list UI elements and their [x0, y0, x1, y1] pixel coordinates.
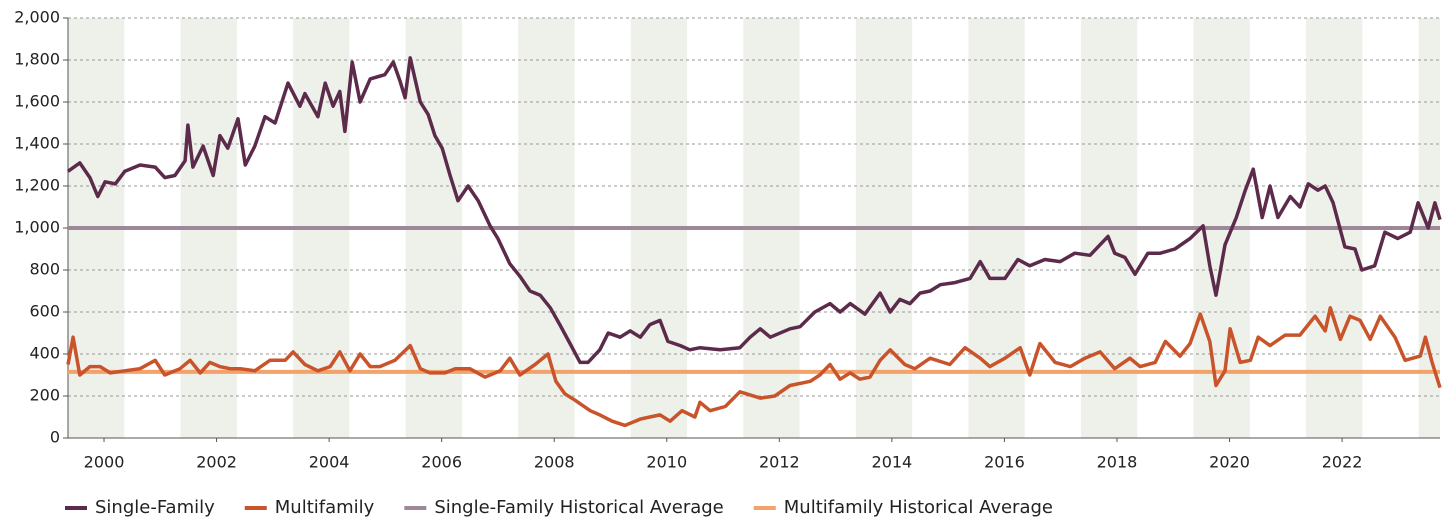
x-tick-label: 2008 — [534, 453, 575, 472]
y-tick-label: 1,400 — [14, 134, 60, 153]
x-tick-label: 2022 — [1322, 453, 1363, 472]
legend-label: Multifamily — [275, 497, 375, 518]
x-tick-label: 2020 — [1209, 453, 1250, 472]
y-tick-label: 1,600 — [14, 92, 60, 111]
x-tick-label: 2018 — [1097, 453, 1138, 472]
legend-label: Multifamily Historical Average — [784, 497, 1053, 518]
y-tick-label: 600 — [29, 302, 60, 321]
y-tick-label: 1,200 — [14, 176, 60, 195]
x-tick-label: 2010 — [646, 453, 687, 472]
x-tick-label: 2002 — [196, 453, 237, 472]
legend-item: Multifamily — [244, 497, 375, 518]
x-tick-label: 2006 — [421, 453, 462, 472]
x-tick-label: 2016 — [984, 453, 1025, 472]
x-tick-label: 2012 — [759, 453, 800, 472]
legend-label: Single-Family Historical Average — [434, 497, 723, 518]
y-tick-label: 0 — [50, 428, 60, 447]
y-tick-label: 800 — [29, 260, 60, 279]
x-tick-label: 2000 — [84, 453, 125, 472]
series-line — [66, 56, 1442, 365]
legend-label: Single-Family — [95, 497, 215, 518]
legend-item: Single-Family — [65, 497, 215, 518]
y-tick-label: 400 — [29, 344, 60, 363]
y-tick-label: 200 — [29, 386, 60, 405]
series-line — [66, 306, 1442, 428]
legend-item: Multifamily Historical Average — [753, 497, 1053, 518]
y-tick-label: 1,800 — [14, 50, 60, 69]
x-tick-label: 2014 — [872, 453, 913, 472]
legend-item: Single-Family Historical Average — [404, 497, 724, 518]
y-tick-label: 2,000 — [14, 8, 60, 27]
x-tick-label: 2004 — [309, 453, 350, 472]
y-tick-label: 1,000 — [14, 218, 60, 237]
